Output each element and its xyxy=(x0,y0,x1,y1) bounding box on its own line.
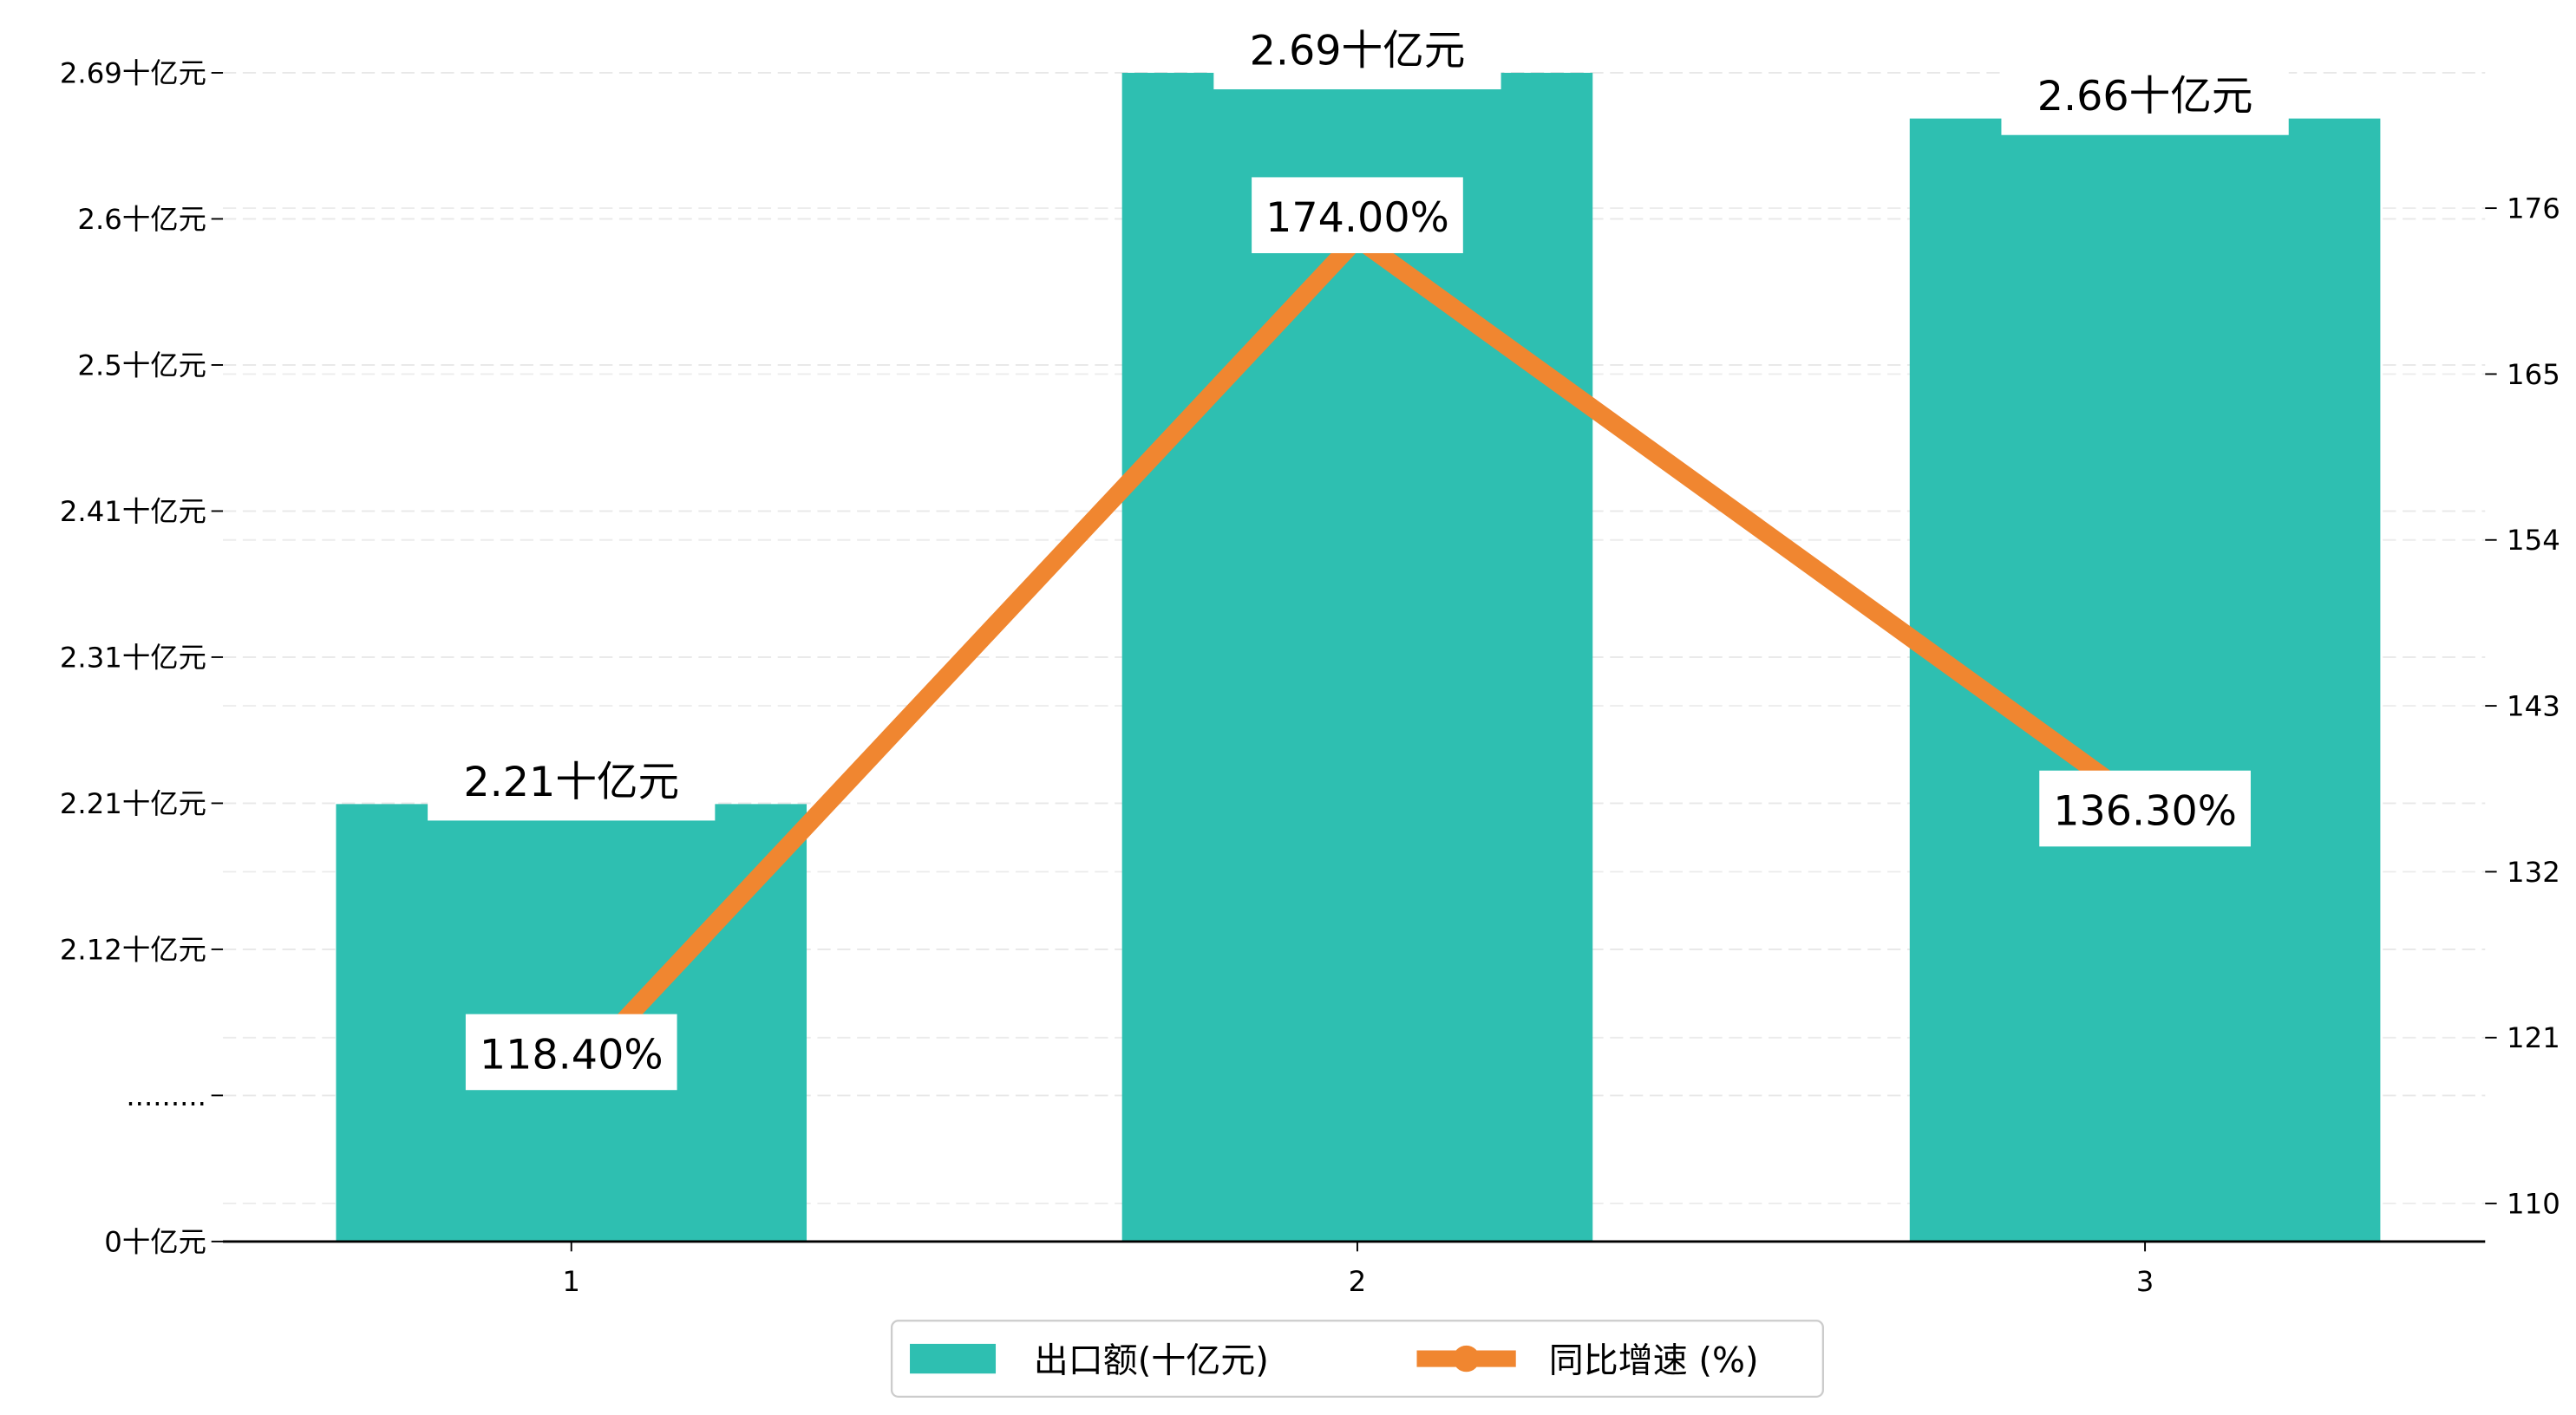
left-tick-label: 2.5十亿元 xyxy=(77,349,206,381)
left-tick-label: 2.41十亿元 xyxy=(60,495,206,528)
left-tick-label: 2.12十亿元 xyxy=(60,933,206,966)
left-tick-label: 2.31十亿元 xyxy=(60,641,206,674)
left-tick-label: ......... xyxy=(126,1079,206,1112)
line-value-label: 174.00% xyxy=(1265,194,1449,242)
legend-box xyxy=(890,1320,1824,1398)
bar xyxy=(1909,118,2381,1242)
line-label-bg xyxy=(2039,770,2251,847)
right-tick-label: 165 xyxy=(2507,358,2560,391)
right-tick-label: 176 xyxy=(2507,192,2560,225)
data-labels: 2.21十亿元 2.69十亿元 2.66十亿元 118.40% 174.00% 136.3… xyxy=(428,16,2289,1091)
bar-value-label: 2.66十亿元 xyxy=(2037,73,2253,121)
line-label-bg xyxy=(1252,177,1463,254)
right-tick-label: 143 xyxy=(2507,690,2560,723)
bar-value-label: 2.69十亿元 xyxy=(1250,27,1466,75)
left-tick-label: 2.6十亿元 xyxy=(77,203,206,236)
line-value-label: 118.40% xyxy=(480,1031,664,1079)
right-tick-label: 110 xyxy=(2507,1188,2560,1221)
legend-line-marker xyxy=(1453,1345,1480,1373)
left-tick-label: 0十亿元 xyxy=(104,1225,206,1258)
legend: 出口额(十亿元) 同比增速 (%) xyxy=(890,1320,1824,1398)
x-tick-label: 3 xyxy=(2136,1265,2154,1298)
right-tick-label: 132 xyxy=(2507,856,2560,889)
right-tick-label: 154 xyxy=(2507,524,2560,557)
right-tick-label: 121 xyxy=(2507,1021,2560,1054)
x-tick-label: 2 xyxy=(1349,1265,1367,1298)
legend-label-line: 同比增速 (%) xyxy=(1549,1340,1759,1380)
bar-value-label: 2.21十亿元 xyxy=(463,759,679,806)
left-tick-label: 2.21十亿元 xyxy=(60,787,206,820)
axes: 2.69十亿元 2.6十亿元 2.5十亿元 2.41十亿元 2.31十亿元 2.21十亿元… xyxy=(60,56,2560,1298)
legend-bar-swatch xyxy=(910,1343,997,1374)
left-tick-label: 2.69十亿元 xyxy=(60,56,206,89)
bar-label-bg xyxy=(2001,62,2289,135)
bar-label-bg xyxy=(1213,16,1501,90)
x-tick-label: 1 xyxy=(562,1265,580,1298)
bar-label-bg xyxy=(428,747,716,821)
bar xyxy=(1121,72,1593,1242)
line-value-label: 136.30% xyxy=(2053,788,2237,836)
line-label-bg xyxy=(465,1014,677,1091)
legend-label-bar: 出口额(十亿元) xyxy=(1034,1340,1269,1380)
